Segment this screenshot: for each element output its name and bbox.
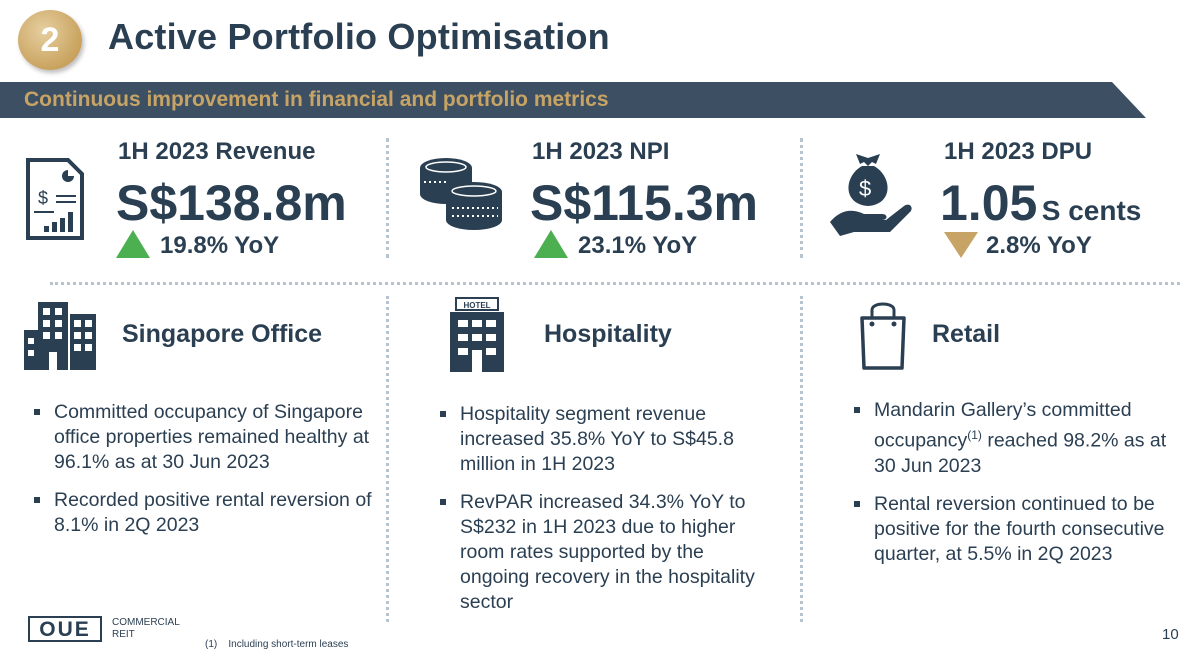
segment-office-bullets: Committed occupancy of Singapore office … (34, 400, 379, 551)
segment-divider-1 (386, 296, 389, 622)
kpi-npi-value: S$115.3m (530, 175, 758, 231)
svg-text:$: $ (859, 176, 871, 201)
list-item: Hospitality segment revenue increased 35… (440, 402, 770, 477)
kpi-dpu-value-group: 1.05 S cents (940, 174, 1141, 232)
coins-icon (420, 158, 502, 230)
hotel-sign-label: HOTEL (463, 301, 490, 310)
bullet-marker (440, 411, 446, 417)
kpi-dpu-change: 2.8% YoY (986, 232, 1092, 259)
kpi-revenue-value: S$138.8m (116, 175, 347, 231)
bullet-text: reached 98.2% as at 30 Jun 2023 (874, 429, 1167, 477)
segment-hospitality-title: Hospitality (544, 320, 672, 348)
bullet-marker (34, 497, 40, 503)
logo-word: OUE (39, 617, 91, 641)
kpi-dpu-unit: S cents (1041, 195, 1142, 226)
bullet-text: Rental reversion continued to be positiv… (874, 492, 1165, 565)
kpi-npi-change: 23.1% YoY (578, 232, 698, 259)
list-item: Mandarin Gallery’s committed occupancy(1… (854, 398, 1174, 479)
section-number-badge: 2 (18, 10, 82, 70)
kpi-revenue-change: 19.8% YoY (160, 232, 280, 259)
financial-report-icon: $ (26, 158, 84, 240)
section-divider (50, 282, 1180, 285)
bullet-marker (854, 500, 860, 507)
bullet-text: Hospitality segment revenue increased 35… (460, 403, 734, 475)
page-title: Active Portfolio Optimisation (108, 16, 610, 57)
kpi-dpu-title: 1H 2023 DPU (944, 138, 1093, 165)
kpi-dpu-value: 1.05 (940, 175, 1038, 231)
bullet-text: Mandarin Gallery’s committed occupancy (874, 399, 1132, 452)
segment-divider-2 (800, 296, 803, 622)
segment-retail-title: Retail (932, 320, 1001, 348)
footnote-ref: (1) (967, 428, 982, 442)
list-item: RevPAR increased 34.3% YoY to S$232 in 1… (440, 490, 770, 615)
banner-subtitle: Continuous improvement in financial and … (24, 88, 609, 111)
up-arrow-icon (116, 230, 150, 258)
kpi-revenue-title: 1H 2023 Revenue (118, 138, 316, 165)
segment-retail-bullets: Mandarin Gallery’s committed occupancy(1… (854, 398, 1174, 580)
money-bag-hand-icon: $ (830, 154, 912, 236)
bullet-text: Recorded positive rental reversion of 8.… (54, 489, 372, 536)
logo-line-1: COMMERCIAL (112, 617, 180, 628)
bullet-marker (34, 409, 40, 415)
segment-hospitality-bullets: Hospitality segment revenue increased 35… (440, 402, 770, 628)
segment-office-title: Singapore Office (122, 320, 323, 348)
up-arrow-icon (534, 230, 568, 258)
oue-logo: OUE (28, 616, 102, 642)
bullet-text: Committed occupancy of Singapore office … (54, 401, 370, 473)
bullet-marker (854, 407, 860, 413)
list-item: Committed occupancy of Singapore office … (34, 400, 379, 475)
footnote-marker: (1) (205, 639, 218, 650)
kpi-divider-1 (386, 138, 389, 258)
office-buildings-icon (24, 302, 96, 370)
footnote-text: Including short-term leases (228, 639, 349, 650)
list-item: Rental reversion continued to be positiv… (854, 492, 1174, 567)
kpi-npi-title: 1H 2023 NPI (532, 138, 670, 165)
bullet-marker (440, 499, 446, 505)
page-number: 10 (1162, 626, 1179, 643)
list-item: Recorded positive rental reversion of 8.… (34, 488, 379, 538)
logo-line-2: REIT (112, 629, 135, 640)
svg-text:$: $ (38, 188, 48, 208)
shopping-bag-icon (860, 302, 906, 370)
footnote: (1) Including short-term leases (205, 639, 348, 650)
subtitle-banner (0, 82, 1146, 118)
bullet-text: RevPAR increased 34.3% YoY to S$232 in 1… (460, 491, 755, 613)
logo-subtext: COMMERCIAL REIT (112, 617, 180, 641)
down-arrow-icon (944, 232, 978, 258)
kpi-divider-2 (800, 138, 803, 258)
hotel-icon: HOTEL (450, 297, 504, 372)
